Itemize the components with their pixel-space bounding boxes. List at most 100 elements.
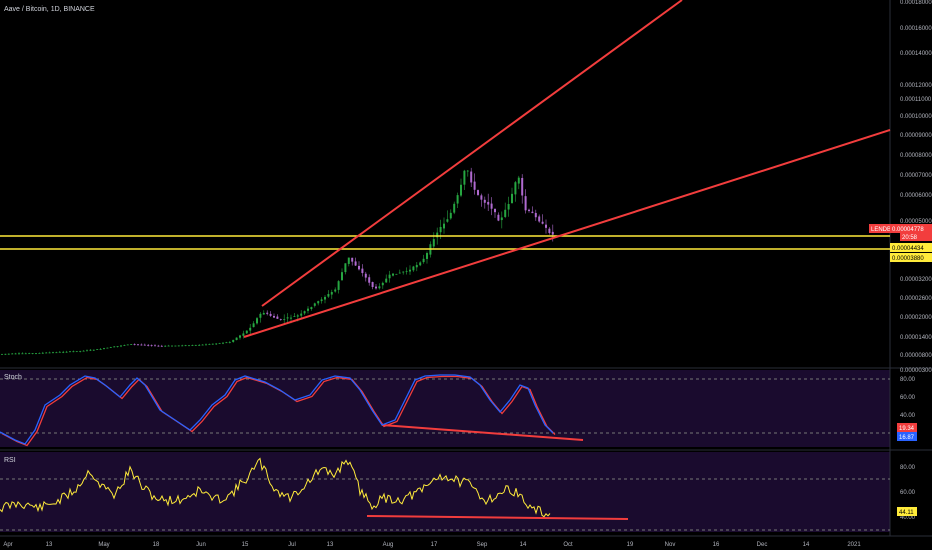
candle-body bbox=[453, 203, 456, 213]
candle-body bbox=[310, 307, 313, 310]
price-badge-bg bbox=[890, 224, 932, 233]
candle-body bbox=[154, 345, 156, 347]
candle-body bbox=[347, 257, 350, 264]
candle-body bbox=[1, 353, 3, 355]
candle-body bbox=[21, 353, 24, 355]
candle-body bbox=[446, 219, 449, 222]
time-tick-label: Nov bbox=[665, 542, 676, 548]
candle-body bbox=[473, 181, 476, 190]
candle-body bbox=[313, 303, 316, 306]
price-tick-label: 0.00002600 bbox=[900, 296, 932, 302]
candle-body bbox=[4, 353, 7, 355]
chart-title: Aave / Bitcoin, 1D, BINANCE bbox=[4, 6, 95, 13]
candle-body bbox=[381, 282, 384, 286]
candle-body bbox=[38, 353, 41, 354]
stoch-d-value: 16.87 bbox=[899, 435, 915, 441]
price-tick-label: 0.00010000 bbox=[900, 114, 932, 120]
time-tick-label: Aug bbox=[383, 542, 394, 548]
candle-body bbox=[126, 344, 129, 346]
candle-body bbox=[269, 313, 272, 316]
stoch-divergence-line[interactable] bbox=[381, 424, 584, 441]
candle-body bbox=[409, 269, 411, 272]
candle-body bbox=[507, 204, 510, 210]
candle-body bbox=[286, 317, 289, 319]
candle-body bbox=[487, 201, 490, 205]
price-tick-label: 0.00018000 bbox=[900, 0, 932, 6]
candle-body bbox=[344, 263, 347, 273]
candle-body bbox=[96, 349, 99, 350]
rsi-tick-label: 80.00 bbox=[900, 465, 916, 471]
candle-body bbox=[120, 345, 122, 347]
time-axis: Apr 13 May 18 Jun 15 Jul 13 Aug 17 Sep 14 Oct 19 Nov 16… bbox=[3, 542, 861, 548]
candle-body bbox=[293, 316, 296, 317]
stoch-k-badge-bg bbox=[897, 423, 917, 432]
candle-body bbox=[460, 184, 462, 196]
candle-body bbox=[225, 342, 228, 344]
candle-body bbox=[402, 271, 405, 273]
time-tick-label: 16 bbox=[713, 542, 720, 548]
candle-body bbox=[470, 171, 473, 183]
candle-body bbox=[65, 351, 68, 353]
candle-body bbox=[477, 190, 479, 195]
upper-trend-line[interactable] bbox=[261, 0, 683, 307]
price-badge-bg bbox=[869, 224, 890, 233]
candle-body bbox=[259, 313, 262, 318]
price-tick-label: 0.00008000 bbox=[900, 153, 932, 159]
candle-body bbox=[524, 196, 527, 211]
candle-body bbox=[262, 312, 265, 315]
candle-body bbox=[147, 344, 150, 346]
candle-body bbox=[133, 344, 136, 345]
stoch-label: Stoch bbox=[4, 374, 22, 381]
candle-body bbox=[276, 316, 279, 319]
price-badge: 0.00003880 bbox=[892, 256, 924, 262]
time-tick-label: 19 bbox=[627, 542, 634, 548]
candle-body bbox=[358, 265, 360, 270]
price-badge-bg bbox=[890, 253, 932, 262]
candle-body bbox=[504, 209, 507, 217]
rsi-divergence-line[interactable] bbox=[366, 515, 629, 520]
time-tick-label: Jun bbox=[196, 542, 206, 548]
price-axis: 0.00018000 0.00016000 0.00014000 0.00012000… bbox=[900, 0, 932, 374]
candle-body bbox=[198, 345, 201, 346]
stoch-k-value: 19.34 bbox=[899, 426, 915, 432]
candle-body bbox=[256, 318, 258, 324]
stoch-panel-bg bbox=[0, 370, 890, 447]
time-tick-label: 13 bbox=[46, 542, 53, 548]
candle-body bbox=[300, 313, 303, 316]
time-tick-label: Jul bbox=[288, 542, 296, 548]
candle-body bbox=[7, 353, 10, 355]
time-tick-label: Apr bbox=[3, 542, 12, 548]
rsi-panel-bg bbox=[0, 452, 890, 532]
candle-body bbox=[52, 352, 54, 354]
candle-body bbox=[242, 333, 245, 336]
candle-body bbox=[283, 319, 286, 321]
candle-body bbox=[28, 353, 31, 355]
candle-body bbox=[548, 228, 551, 233]
rsi-tick-label: 60.00 bbox=[900, 490, 916, 496]
candle-body bbox=[24, 353, 27, 355]
candle-body bbox=[371, 282, 374, 287]
price-badge-bg bbox=[900, 232, 932, 241]
time-tick-label: Dec bbox=[757, 542, 768, 548]
candle-body bbox=[517, 177, 520, 184]
upper-trend-line-lower[interactable] bbox=[243, 129, 891, 338]
candle-body bbox=[89, 349, 92, 351]
stoch-tick-label: 60.00 bbox=[900, 395, 916, 401]
candle-body bbox=[361, 268, 364, 274]
candle-body bbox=[307, 308, 309, 311]
candle-body bbox=[191, 345, 194, 346]
candle-body bbox=[483, 199, 486, 203]
candle-body bbox=[412, 266, 415, 271]
candle-body bbox=[273, 315, 275, 318]
candle-body bbox=[31, 353, 34, 354]
candle-body bbox=[164, 345, 167, 347]
rsi-label: RSI bbox=[4, 457, 16, 464]
candle-body bbox=[528, 209, 530, 211]
candle-body bbox=[449, 212, 452, 219]
candle-body bbox=[463, 170, 466, 185]
price-badge: LENDBTC bbox=[871, 227, 900, 233]
candle-body bbox=[235, 337, 238, 341]
candle-body bbox=[18, 353, 20, 355]
candle-body bbox=[327, 294, 330, 297]
